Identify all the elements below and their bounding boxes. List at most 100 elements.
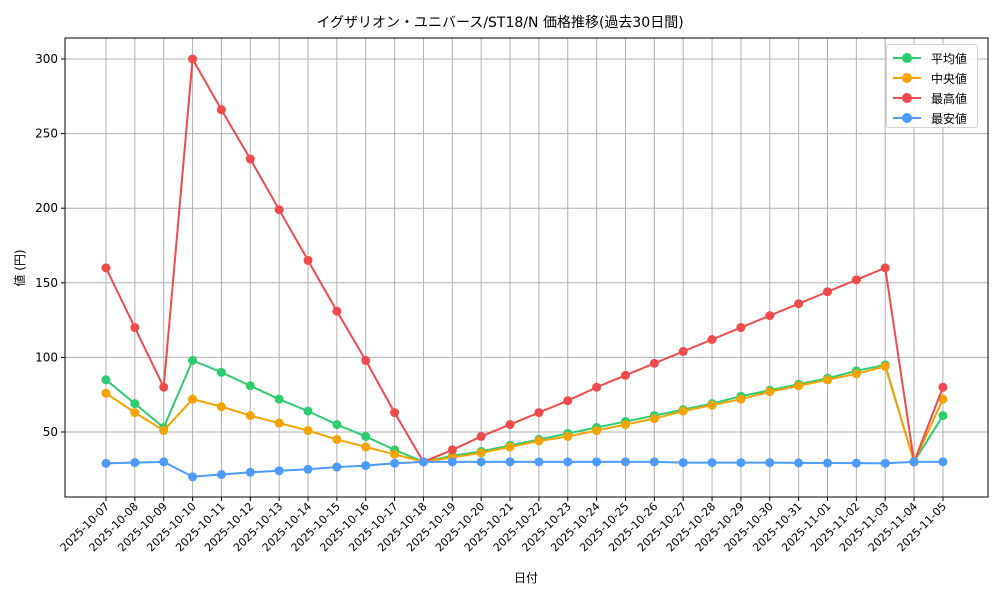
data-point <box>880 361 890 371</box>
data-point <box>620 370 630 380</box>
data-point <box>130 323 140 333</box>
legend-marker-icon <box>902 113 912 123</box>
data-point <box>794 381 804 391</box>
data-point <box>130 399 140 409</box>
data-point <box>707 400 717 410</box>
data-point <box>765 311 775 321</box>
data-point <box>332 434 342 444</box>
data-point <box>794 458 804 468</box>
legend-label: 最高値 <box>931 92 968 106</box>
data-point <box>563 396 573 406</box>
data-point <box>505 442 515 452</box>
data-point <box>851 369 861 379</box>
data-point <box>851 458 861 468</box>
data-point <box>909 457 919 467</box>
data-point <box>563 457 573 467</box>
data-point <box>418 457 428 467</box>
data-point <box>476 431 486 441</box>
data-point <box>649 414 659 424</box>
data-point <box>823 375 832 385</box>
data-point <box>736 323 746 333</box>
data-point <box>390 449 400 459</box>
data-point <box>678 406 688 416</box>
data-point <box>620 420 630 430</box>
data-point <box>303 406 313 416</box>
data-point <box>707 458 717 468</box>
legend-item: 中央値 <box>887 68 979 88</box>
data-point <box>361 431 371 441</box>
data-point <box>245 467 255 477</box>
data-point <box>216 470 226 480</box>
data-point <box>245 154 255 164</box>
series-2 <box>101 54 948 467</box>
data-point <box>130 458 140 468</box>
data-point <box>938 394 948 404</box>
data-point <box>332 306 342 316</box>
series-1 <box>101 361 948 467</box>
legend-marker-icon <box>902 53 912 63</box>
data-point <box>880 458 890 468</box>
data-point <box>505 457 515 467</box>
data-point <box>534 457 544 467</box>
y-tick-label: 150 <box>35 276 58 290</box>
data-point <box>447 445 457 455</box>
data-point <box>101 458 111 468</box>
chart-title: イグザリオン・ユニバース/ST18/N 価格推移(過去30日間) <box>316 15 684 31</box>
data-point <box>505 420 515 430</box>
y-tick-label: 200 <box>35 201 58 215</box>
data-point <box>765 387 775 397</box>
y-tick-label: 250 <box>35 127 58 141</box>
data-point <box>332 462 342 472</box>
data-point <box>101 388 111 398</box>
data-point <box>938 457 948 467</box>
data-point <box>851 275 861 285</box>
data-point <box>476 448 486 458</box>
data-point <box>303 464 313 474</box>
data-point <box>216 367 226 377</box>
data-point <box>361 461 371 471</box>
data-point <box>303 426 313 436</box>
data-point <box>101 263 111 273</box>
y-tick-label: 300 <box>35 52 58 66</box>
data-point <box>274 205 284 215</box>
legend-label: 平均値 <box>931 52 968 66</box>
data-point <box>649 358 659 368</box>
data-point <box>447 457 457 467</box>
data-point <box>245 411 255 421</box>
data-point <box>303 255 313 265</box>
grid <box>65 38 988 497</box>
y-tick-label: 50 <box>43 425 58 439</box>
data-point <box>534 408 544 418</box>
data-point <box>476 457 486 467</box>
data-point <box>534 436 544 446</box>
y-tick-label: 100 <box>35 350 58 364</box>
data-point <box>938 382 948 392</box>
data-point <box>592 426 602 436</box>
legend-label: 中央値 <box>931 72 968 86</box>
data-point <box>592 382 602 392</box>
legend-item: 平均値 <box>887 48 979 68</box>
data-point <box>678 458 688 468</box>
data-point <box>274 394 284 404</box>
legend: 平均値中央値最高値最安値 <box>886 44 978 128</box>
data-point <box>736 458 746 468</box>
data-point <box>649 457 659 467</box>
data-point <box>101 375 111 385</box>
data-point <box>274 466 284 476</box>
data-point <box>794 299 804 309</box>
data-point <box>188 355 198 365</box>
data-point <box>880 263 890 273</box>
data-point <box>159 426 169 436</box>
data-point <box>823 287 832 297</box>
data-point <box>620 457 630 467</box>
data-point <box>216 105 226 115</box>
data-point <box>188 394 198 404</box>
data-point <box>361 355 371 365</box>
legend-label: 最安値 <box>931 112 968 126</box>
data-point <box>592 457 602 467</box>
data-point <box>678 346 688 356</box>
legend-item: 最高値 <box>887 88 979 108</box>
data-point <box>159 382 169 392</box>
